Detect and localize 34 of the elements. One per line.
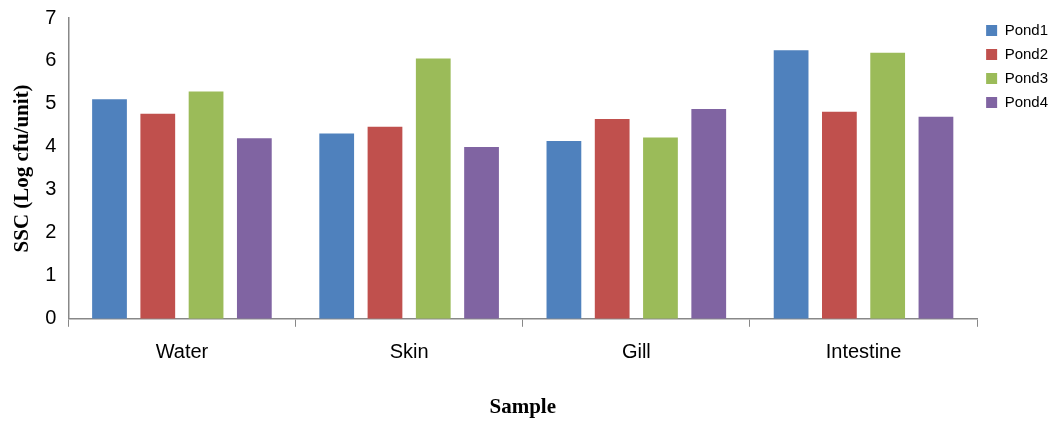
bar (773, 50, 809, 319)
y-tick-label: 0 (45, 306, 57, 329)
legend-label: Pond1 (1004, 20, 1048, 38)
x-tick-label: Gill (621, 340, 651, 363)
y-tick-label: 7 (45, 5, 57, 28)
bar (594, 118, 630, 319)
y-tick-label: 2 (45, 220, 57, 243)
x-tick-label: Skin (389, 340, 429, 363)
bar (92, 99, 127, 319)
bar (546, 140, 582, 319)
bar (188, 91, 224, 319)
x-tick-label: Water (155, 340, 209, 363)
legend-label: Pond2 (1004, 44, 1048, 62)
bar (464, 146, 499, 319)
bar (140, 113, 176, 319)
bar (691, 109, 727, 319)
y-tick-label: 3 (45, 177, 57, 200)
bar (822, 111, 857, 319)
bar (319, 133, 355, 319)
x-tick-label: Intestine (825, 340, 902, 363)
bar (918, 116, 954, 319)
bar (236, 138, 272, 319)
legend-label: Pond3 (1004, 68, 1048, 86)
x-axis-title: Sample (489, 393, 556, 418)
bar (870, 52, 906, 319)
y-tick-label: 6 (45, 48, 57, 71)
legend-label: Pond4 (1004, 92, 1048, 110)
y-tick-label: 1 (45, 263, 57, 286)
bar (643, 137, 678, 319)
bar (367, 126, 403, 319)
bar (415, 58, 451, 319)
y-tick-label: 5 (45, 91, 57, 114)
y-axis-title: SSC (Log cfu/unit) (9, 84, 34, 253)
y-tick-label: 4 (45, 134, 57, 157)
